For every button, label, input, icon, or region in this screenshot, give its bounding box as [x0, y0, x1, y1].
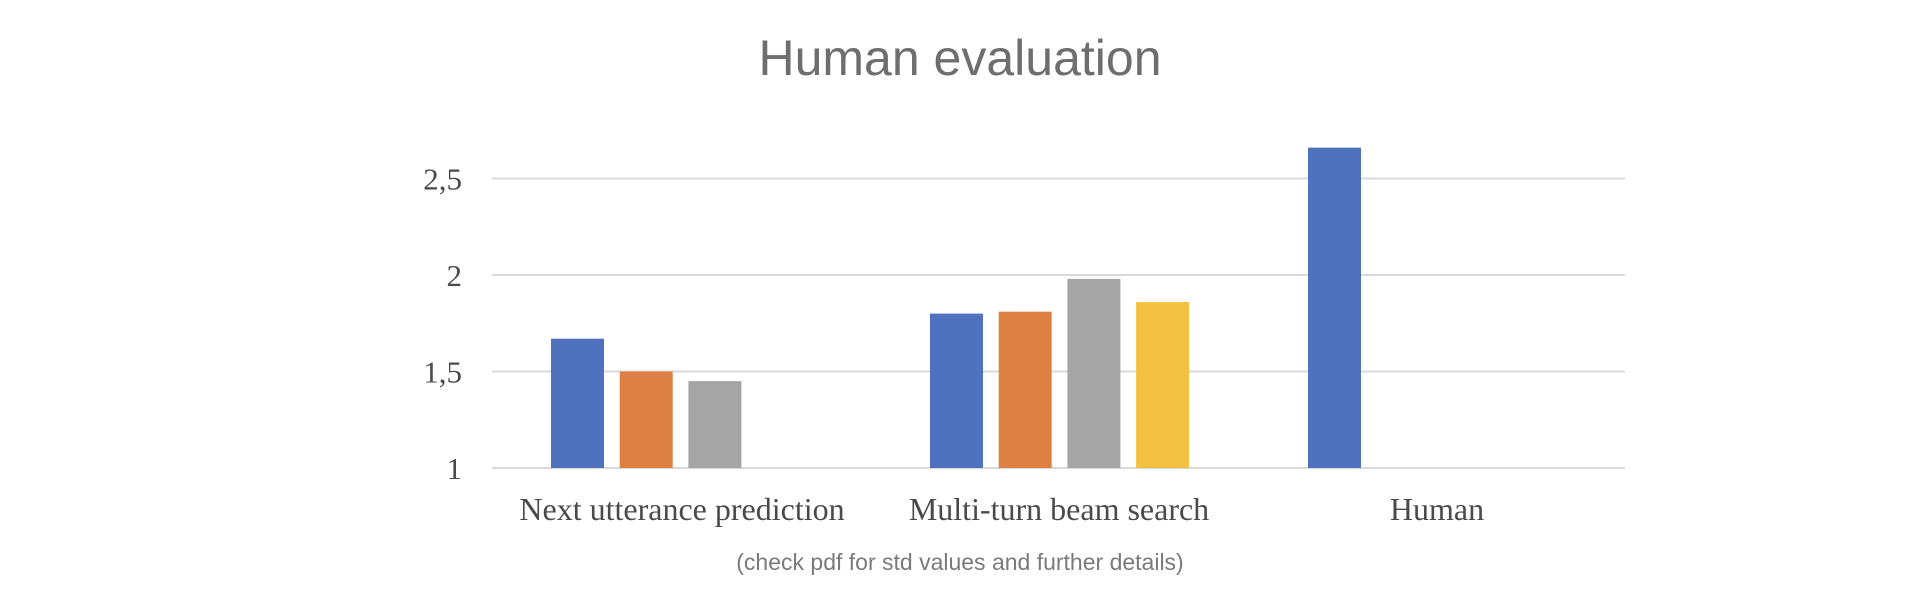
bar	[551, 338, 604, 468]
bar	[930, 313, 983, 468]
y-tick-label: 2	[447, 258, 463, 293]
bar	[1136, 302, 1190, 468]
x-axis-categories: Next utterance prediction Multi-turn bea…	[519, 491, 1484, 527]
chart-title: Human evaluation	[758, 30, 1161, 86]
gridlines	[492, 177, 1625, 469]
y-axis-ticks: 1 1,5 2 2,5	[423, 162, 462, 487]
bar	[688, 381, 742, 468]
y-tick-label: 1,5	[423, 355, 462, 390]
bar	[1308, 147, 1361, 468]
y-tick-label: 2,5	[423, 162, 462, 197]
bar	[998, 311, 1052, 468]
bar	[619, 371, 673, 468]
category-label-next-utterance: Next utterance prediction	[519, 491, 844, 527]
bars	[551, 147, 1361, 468]
category-label-human: Human	[1390, 491, 1484, 527]
chart-footnote: (check pdf for std values and further de…	[736, 549, 1183, 575]
category-label-multi-turn: Multi-turn beam search	[909, 491, 1209, 527]
y-tick-label: 1	[447, 451, 463, 486]
bar	[1067, 278, 1121, 468]
